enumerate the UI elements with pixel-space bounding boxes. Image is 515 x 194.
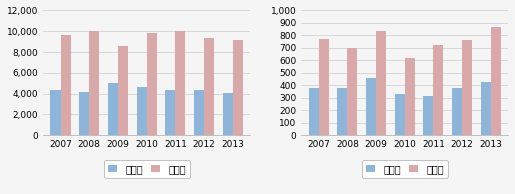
- Legend: 전문대, 일반대: 전문대, 일반대: [104, 160, 190, 178]
- Bar: [423, 96, 434, 135]
- Bar: [462, 40, 472, 135]
- Bar: [491, 27, 501, 135]
- Bar: [452, 88, 462, 135]
- Bar: [204, 38, 214, 135]
- Bar: [222, 93, 233, 135]
- Bar: [319, 38, 329, 135]
- Bar: [347, 48, 357, 135]
- Bar: [79, 92, 89, 135]
- Bar: [308, 88, 319, 135]
- Bar: [366, 78, 376, 135]
- Bar: [175, 31, 185, 135]
- Bar: [50, 90, 61, 135]
- Bar: [136, 87, 147, 135]
- Bar: [118, 46, 128, 135]
- Bar: [165, 90, 175, 135]
- Bar: [61, 35, 71, 135]
- Bar: [194, 90, 204, 135]
- Bar: [405, 58, 415, 135]
- Bar: [376, 31, 386, 135]
- Bar: [394, 94, 405, 135]
- Bar: [434, 45, 443, 135]
- Legend: 전문대, 일반대: 전문대, 일반대: [362, 160, 448, 178]
- Bar: [337, 88, 347, 135]
- Bar: [108, 83, 118, 135]
- Bar: [481, 81, 491, 135]
- Bar: [147, 33, 157, 135]
- Bar: [233, 40, 243, 135]
- Bar: [89, 31, 99, 135]
